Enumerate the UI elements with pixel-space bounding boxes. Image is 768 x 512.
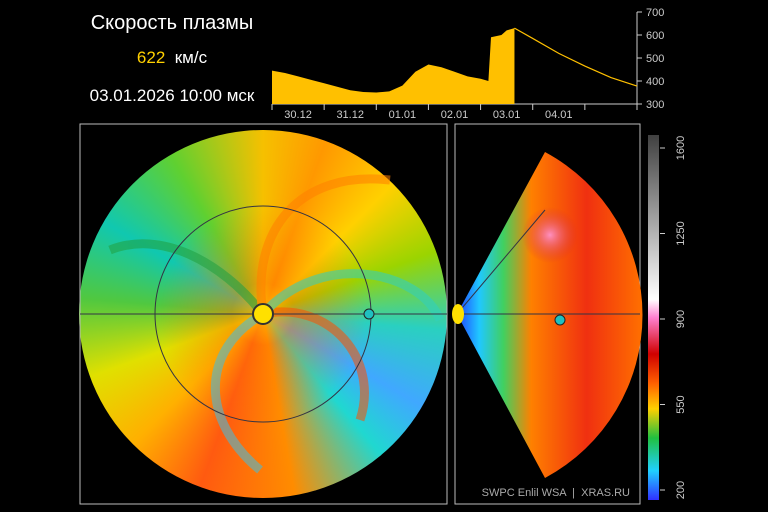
sun	[452, 304, 464, 324]
dense-region	[522, 207, 578, 263]
credit: SWPC Enlil WSA | XRAS.RU	[482, 487, 630, 499]
x-tick-label: 03.01	[493, 109, 521, 121]
line	[514, 27, 638, 87]
x-tick-label: 30.12	[284, 109, 312, 121]
title: Скорость плазмы	[90, 12, 254, 34]
meridional-map	[457, 152, 643, 478]
colorbar-tick-label: 1250	[675, 221, 687, 245]
speed-value: 622	[136, 48, 166, 67]
spiral-arms	[108, 174, 445, 474]
area	[272, 28, 515, 105]
y-tick-label: 500	[646, 53, 664, 65]
speed-unit: км/с	[174, 48, 208, 67]
x-tick-label: 31.12	[336, 109, 364, 121]
current-speed: 622 км/с	[37, 48, 307, 68]
x-tick-label: 04.01	[545, 109, 573, 121]
colorbar	[648, 135, 659, 500]
colorbar-tick-label: 1600	[675, 136, 687, 160]
colorbar-tick-label: 900	[675, 310, 687, 328]
x-tick-label: 02.01	[441, 109, 469, 121]
colorbar-tick-label: 200	[675, 481, 687, 499]
orbit-arc	[456, 209, 546, 315]
x-tick-label: 01.01	[389, 109, 417, 121]
earth	[363, 308, 375, 320]
colorbar-tick-label: 550	[675, 395, 687, 413]
y-tick-label: 700	[646, 7, 664, 19]
datetime: 03.01.2026 10:00 мск	[89, 86, 255, 105]
earth	[554, 314, 566, 326]
y-tick-label: 600	[646, 30, 664, 42]
y-tick-label: 300	[646, 99, 664, 111]
y-tick-label: 400	[646, 76, 664, 88]
sun	[252, 303, 274, 325]
